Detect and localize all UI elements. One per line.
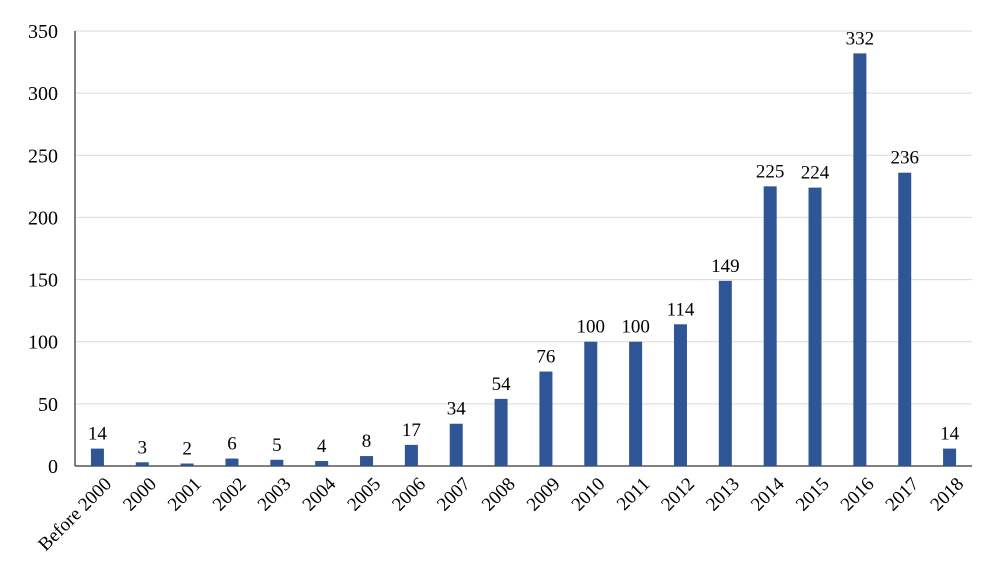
x-tick-label: 2005 <box>343 474 385 516</box>
data-label: 3 <box>138 437 148 458</box>
x-tick-label: 2017 <box>882 474 924 516</box>
y-tick-label: 0 <box>48 456 58 478</box>
y-axis-ticks: 0 50 100 150 200 250 300 350 <box>28 21 58 478</box>
data-label: 76 <box>536 347 555 368</box>
bar <box>629 341 643 466</box>
bar <box>180 463 194 466</box>
x-tick-label: 2006 <box>388 474 430 516</box>
data-label: 224 <box>801 163 830 184</box>
x-tick-label: Before 2000 <box>34 474 116 556</box>
data-label: 225 <box>756 161 785 182</box>
x-tick-label: 2009 <box>523 474 565 516</box>
x-tick-label: 2002 <box>209 474 251 516</box>
x-tick-label: 2013 <box>702 474 744 516</box>
bar <box>673 324 687 466</box>
data-label: 236 <box>890 148 919 169</box>
bar <box>270 459 284 466</box>
x-tick-label: 2008 <box>478 474 520 516</box>
bar <box>90 448 104 466</box>
bars <box>90 53 957 466</box>
bar <box>315 461 329 466</box>
data-label: 17 <box>402 420 421 441</box>
bar <box>943 448 957 466</box>
bar <box>539 371 553 466</box>
x-tick-label: 2010 <box>568 474 610 516</box>
data-label: 332 <box>846 28 875 49</box>
data-label: 14 <box>88 424 108 445</box>
y-tick-label: 250 <box>28 145 58 167</box>
y-tick-label: 200 <box>28 207 58 229</box>
bar <box>404 444 418 466</box>
data-label: 4 <box>317 436 327 457</box>
bar <box>494 398 508 466</box>
x-tick-label: 2016 <box>837 474 879 516</box>
x-axis-labels: Before 2000 2000 2001 2002 2003 2004 2005 2006 2… <box>34 473 968 555</box>
data-label: 100 <box>621 317 650 338</box>
data-label: 34 <box>447 399 467 420</box>
bar <box>718 280 732 466</box>
x-tick-label: 2012 <box>657 474 699 516</box>
x-tick-label: 2011 <box>613 474 654 515</box>
x-tick-label: 2004 <box>299 473 341 515</box>
gridlines <box>75 30 972 405</box>
data-label: 14 <box>940 424 960 445</box>
bar <box>225 458 239 466</box>
bar <box>360 456 374 466</box>
data-label: 5 <box>272 435 282 456</box>
x-tick-label: 2007 <box>433 474 475 516</box>
bar <box>898 172 912 466</box>
x-tick-label: 2003 <box>254 474 296 516</box>
data-label: 114 <box>667 299 695 320</box>
data-label: 6 <box>227 434 237 455</box>
data-label: 54 <box>492 374 512 395</box>
x-tick-label: 2015 <box>792 474 834 516</box>
y-tick-label: 350 <box>28 21 58 43</box>
x-tick-label: 2014 <box>747 473 789 515</box>
data-label: 2 <box>182 439 192 460</box>
y-tick-label: 50 <box>38 394 58 416</box>
y-tick-label: 150 <box>28 270 58 292</box>
y-tick-label: 300 <box>28 83 58 105</box>
x-tick-label: 2000 <box>119 474 161 516</box>
data-label: 149 <box>711 256 740 277</box>
bar <box>584 341 598 466</box>
data-label: 8 <box>362 431 372 452</box>
bar <box>449 423 463 466</box>
x-tick-label: 2001 <box>164 474 206 516</box>
y-tick-label: 100 <box>28 332 58 354</box>
bar <box>763 186 777 466</box>
bar <box>853 53 867 466</box>
bar <box>135 462 149 466</box>
data-label: 100 <box>577 317 606 338</box>
x-tick-label: 2018 <box>926 474 968 516</box>
bar <box>808 187 822 466</box>
